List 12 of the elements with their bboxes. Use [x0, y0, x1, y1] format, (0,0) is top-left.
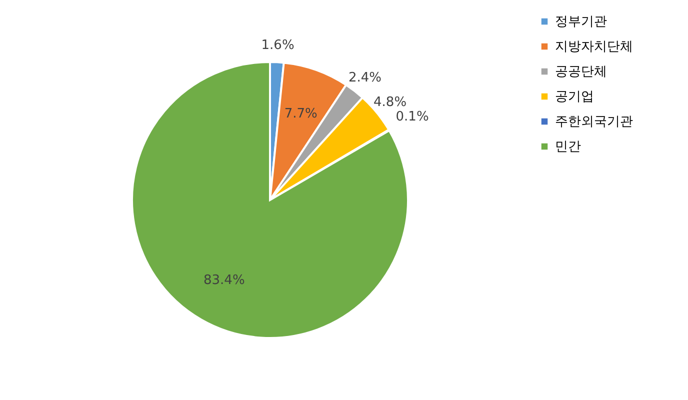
- legend-label: 지방자치단체: [555, 40, 633, 54]
- legend-label: 공기업: [555, 90, 594, 104]
- data-label: 4.8%: [374, 94, 407, 110]
- data-label: 0.1%: [396, 109, 429, 124]
- legend-label: 정부기관: [555, 14, 607, 30]
- data-label: 7.7%: [284, 106, 318, 122]
- legend-label: 민간: [555, 140, 581, 154]
- data-label: 83.4%: [204, 272, 245, 288]
- data-label: 1.6%: [261, 38, 294, 54]
- data-label: 2.4%: [348, 70, 382, 86]
- legend-label: 주한외국기관: [555, 114, 633, 130]
- legend-label: 공공단체: [555, 64, 607, 80]
